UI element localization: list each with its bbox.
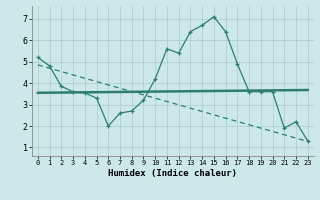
X-axis label: Humidex (Indice chaleur): Humidex (Indice chaleur) xyxy=(108,169,237,178)
